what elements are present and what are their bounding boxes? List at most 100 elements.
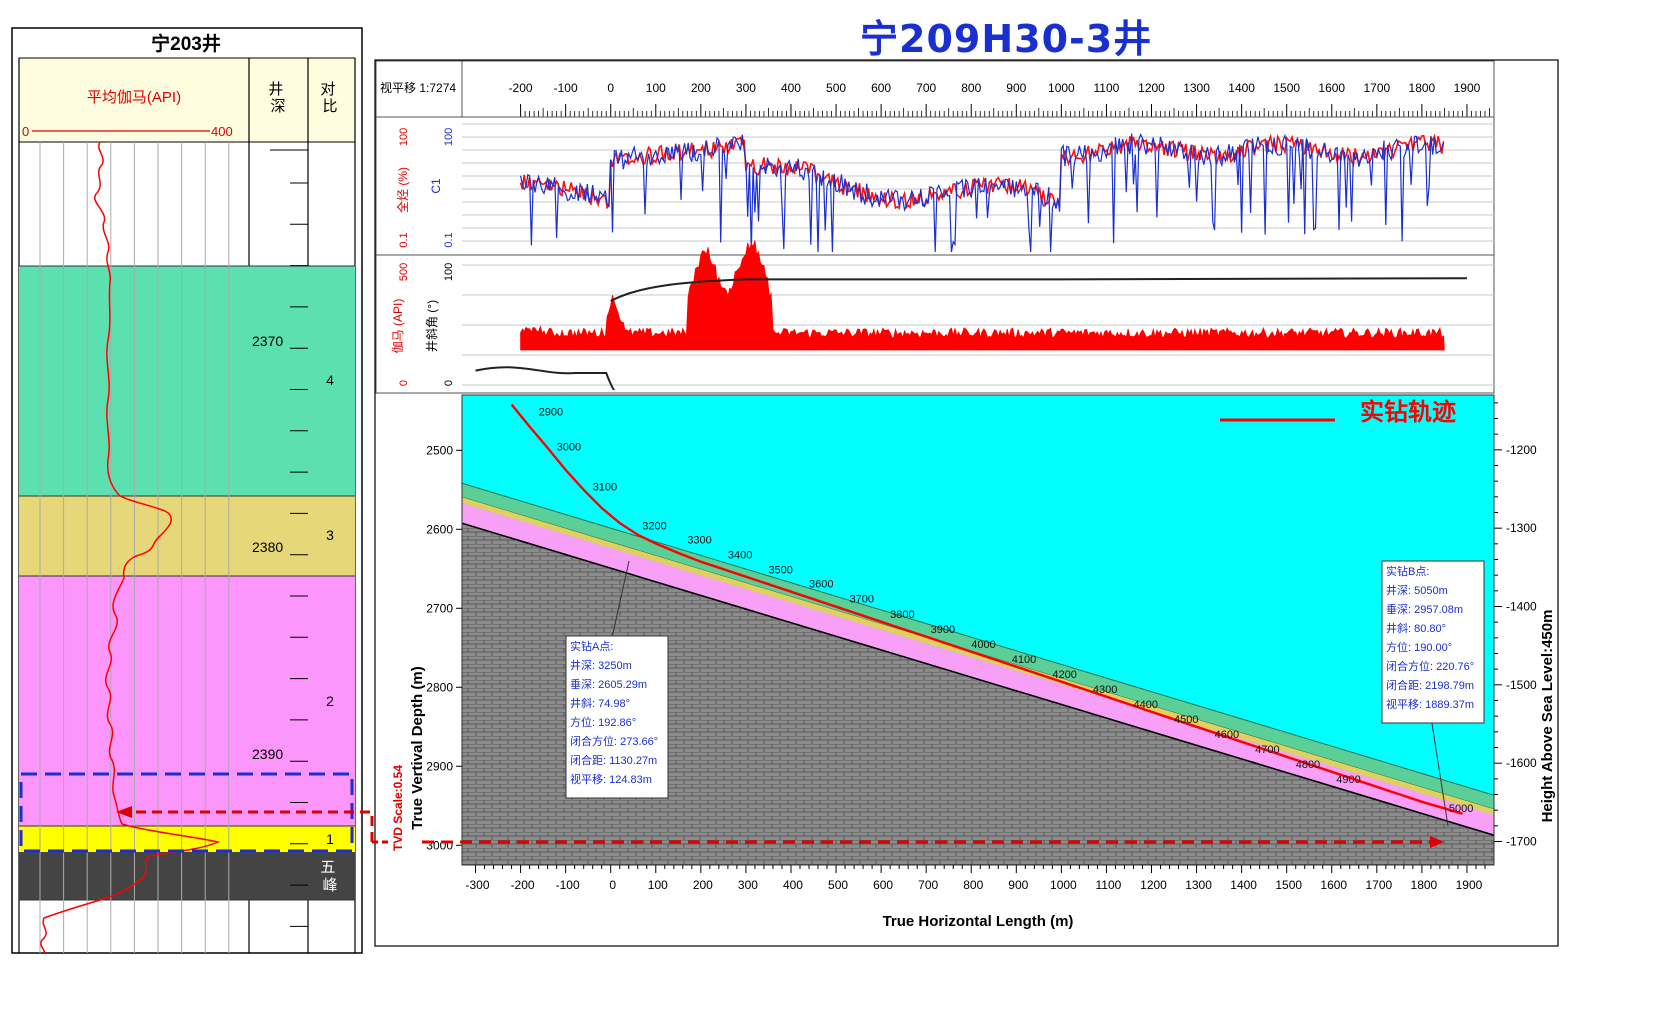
gamma-curve <box>40 141 221 954</box>
x-tick-label: 1500 <box>1275 878 1302 892</box>
scale-max: 400 <box>211 124 233 139</box>
point-a-line: 井深: 3250m <box>570 658 632 672</box>
md-label: 3400 <box>728 550 752 562</box>
top-tick-label: 1600 <box>1318 81 1345 95</box>
top-tick-label: 400 <box>781 81 801 95</box>
offset-scale-label: 视平移 1:7274 <box>380 80 456 95</box>
x-tick-label: -200 <box>511 878 535 892</box>
y-tick-label: 2600 <box>426 522 453 536</box>
c1-gas-curve <box>520 133 1445 253</box>
point-b-title: 实钻B点: <box>1386 564 1429 578</box>
md-label: 3700 <box>850 594 874 606</box>
point-a-line: 井斜: 74.98° <box>570 696 630 710</box>
layer-4-band <box>19 266 355 496</box>
point-a-line: 闭合方位: 273.66° <box>570 734 658 748</box>
gamma-area <box>520 240 1445 351</box>
top-ruler <box>375 60 1495 118</box>
gamma-min: 0 <box>398 380 410 386</box>
top-tick-label: 0 <box>607 81 614 95</box>
top-tick-label: 1100 <box>1094 81 1120 95</box>
point-a-title: 实钻A点: <box>570 639 613 653</box>
left-depth-ticks <box>290 182 308 927</box>
inclination-label: 井斜角 (°) <box>425 300 439 352</box>
point-a-line: 垂深: 2605.29m <box>570 678 647 691</box>
trajectory-panel: 视平移 1:7274 -200 -100 0 100 200 300 400 500 600 70… <box>372 59 1559 947</box>
top-tick-label: 1500 <box>1273 81 1300 95</box>
md-labels: 2900 3000 3100 3200 3300 3400 3500 3600 3700 3800… <box>539 407 1474 816</box>
x-axis-label: True Horizontal Length (m) <box>883 913 1074 930</box>
x-tick-label: 1400 <box>1230 878 1257 892</box>
md-label: 3800 <box>890 609 914 621</box>
point-b-line: 闭合方位: 220.76° <box>1386 659 1474 673</box>
md-label: 3300 <box>687 535 711 547</box>
point-b-callout: 实钻B点: 井深: 5050m 垂深: 2957.08m 井斜: 80.80° … <box>1381 560 1485 724</box>
top-tick-label: 700 <box>916 81 936 95</box>
gas-total-label: 全烃 (%) <box>395 167 410 213</box>
layer-2-label: 2 <box>326 693 334 709</box>
top-tick-label: 900 <box>1006 81 1026 95</box>
point-a-leader <box>611 560 630 639</box>
top-tick-label: 1700 <box>1363 81 1390 95</box>
md-label: 3100 <box>593 482 617 494</box>
y2-tick-label: -1200 <box>1506 443 1537 457</box>
md-label: 5000 <box>1449 803 1473 815</box>
reference-well-panel: 宁203井 平均伽马(API) 0 400 井 深 对 比 <box>11 27 374 954</box>
gas-total-min: 0.1 <box>398 232 410 247</box>
x-tick-label: 900 <box>1008 878 1028 892</box>
point-a-box <box>565 635 669 799</box>
legend-label: 实钻轨迹 <box>1360 398 1456 426</box>
top-tick-label: 200 <box>691 81 711 95</box>
x-tick-label: 500 <box>828 878 848 892</box>
md-label: 2900 <box>539 407 563 419</box>
md-label: 4000 <box>971 639 995 651</box>
top-tick-label: 1800 <box>1409 81 1436 95</box>
layer-band-green <box>462 482 1494 810</box>
depth-label-2390: 2390 <box>252 746 283 762</box>
gas-c1-max: 100 <box>443 128 455 146</box>
scale-min: 0 <box>22 124 29 139</box>
x-tick-label: 1900 <box>1456 878 1483 892</box>
md-label: 4700 <box>1255 744 1279 756</box>
y2-tick-label: -1500 <box>1506 678 1537 692</box>
top-tick-label: 300 <box>736 81 756 95</box>
point-b-line: 方位: 190.00° <box>1386 640 1452 654</box>
md-label: 3600 <box>809 579 833 591</box>
y-tick-label: 2500 <box>426 443 453 457</box>
y-axis-label: True Vertival Depth (m) <box>409 666 426 829</box>
layer-4-label: 4 <box>326 372 334 388</box>
point-a-line: 方位: 192.86° <box>570 715 636 729</box>
top-tick-label: 600 <box>871 81 891 95</box>
wufeng-label-l2: 峰 <box>322 877 337 894</box>
point-b-line: 井斜: 80.80° <box>1386 621 1446 635</box>
top-tick-label: 100 <box>646 81 666 95</box>
md-label: 4500 <box>1174 714 1198 726</box>
plot-frame <box>461 394 1495 866</box>
x-tick-label: 1000 <box>1050 878 1077 892</box>
md-label: 4300 <box>1093 684 1117 696</box>
gamma-track <box>375 254 1495 394</box>
point-a-callout: 实钻A点: 井深: 3250m 垂深: 2605.29m 井斜: 74.98° … <box>565 635 669 799</box>
gas-c1-min: 0.1 <box>443 232 455 247</box>
top-tick-label: 1000 <box>1048 81 1075 95</box>
y-tick-label: 3000 <box>426 838 453 852</box>
y2-axis: -1200 -1300 -1400 -1500 -1600 -1700 <box>1494 402 1537 849</box>
y2-tick-label: -1600 <box>1506 756 1537 770</box>
top-tick-label: 500 <box>826 81 846 95</box>
shale-formation <box>462 523 1494 865</box>
target-depth-arrowhead <box>1430 836 1444 848</box>
x-tick-label: 1700 <box>1365 878 1392 892</box>
depth-header: 井 深 <box>268 81 287 115</box>
point-a-line: 视平移: 124.83m <box>570 772 652 786</box>
main-title: 宁209H30-3井 <box>860 17 1153 61</box>
depth-header-l2: 深 <box>270 98 285 115</box>
x-axis: -300 -200 -100 0 100 200 300 400 500 600 700 800 900… <box>466 865 1486 892</box>
point-b-leader <box>1430 716 1449 827</box>
point-b-line: 闭合距: 2198.79m <box>1386 678 1474 692</box>
y-tick-label: 2800 <box>426 680 453 694</box>
md-label: 4400 <box>1133 699 1157 711</box>
x-tick-label: 1100 <box>1096 878 1122 892</box>
top-tick-label: 800 <box>961 81 981 95</box>
point-b-line: 垂深: 2957.08m <box>1386 603 1463 616</box>
x-tick-label: -300 <box>466 878 490 892</box>
md-label: 3200 <box>642 520 666 532</box>
